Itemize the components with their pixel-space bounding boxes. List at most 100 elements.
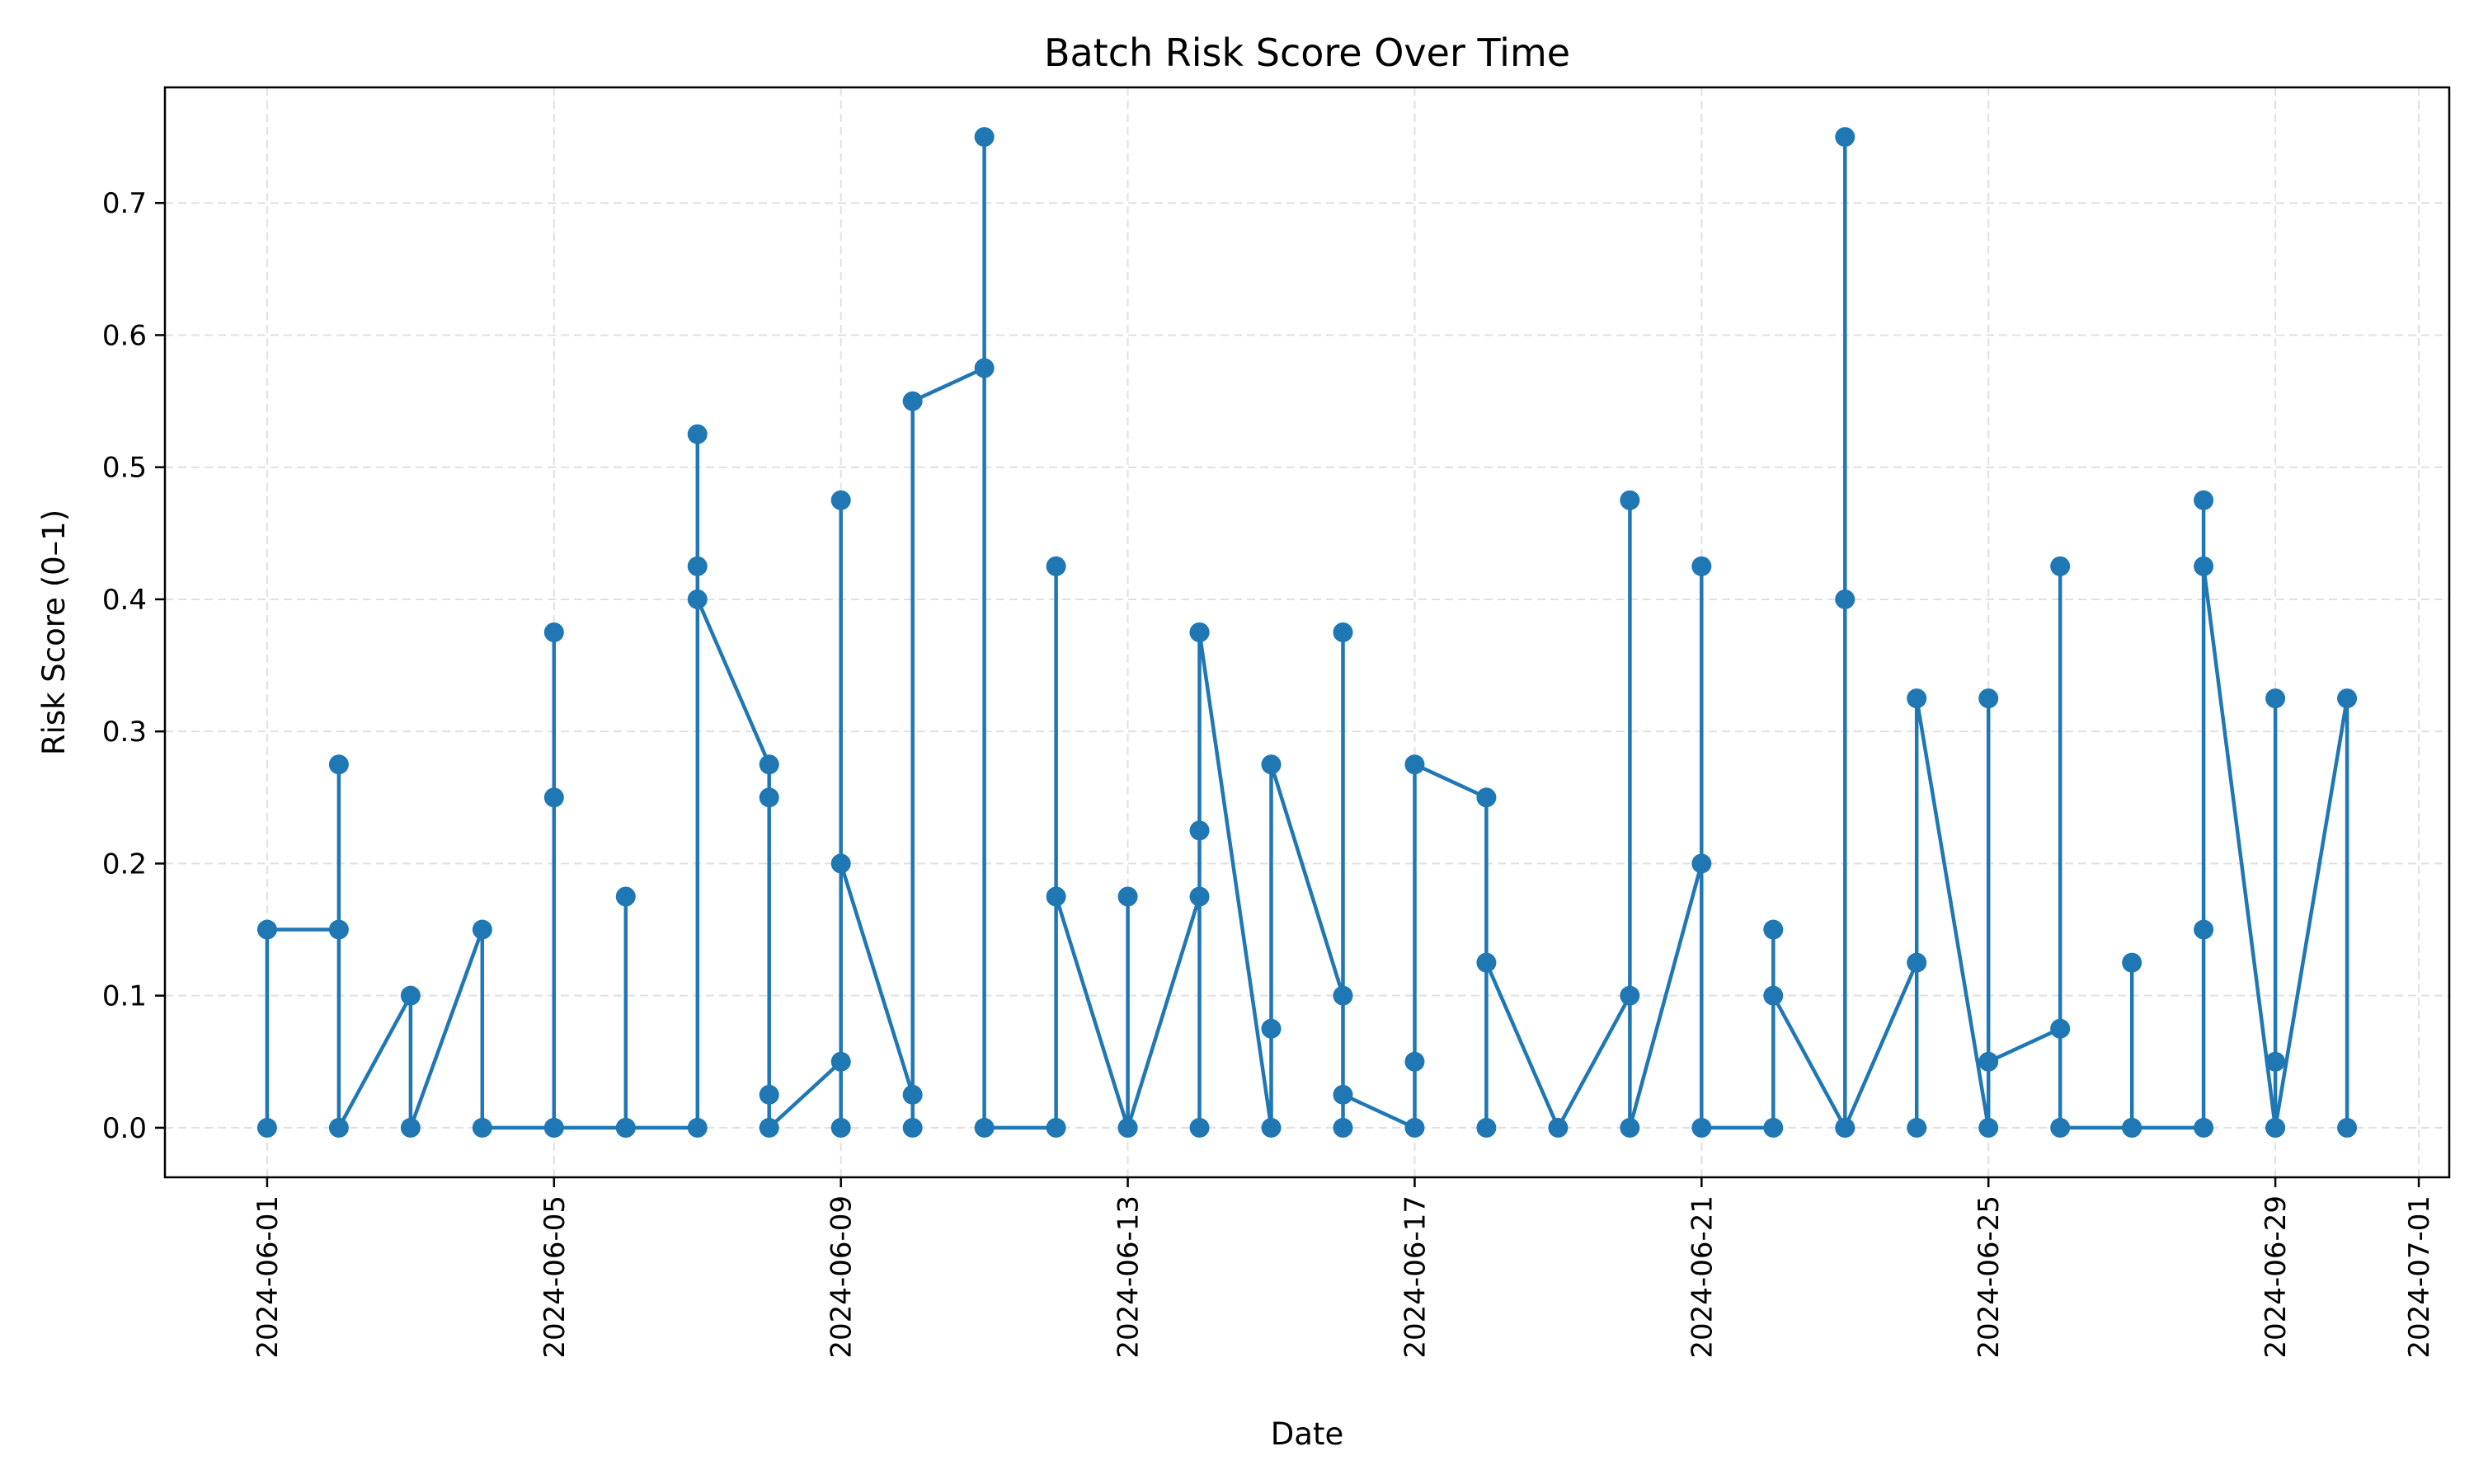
data-point bbox=[2194, 919, 2214, 940]
data-point bbox=[1189, 1117, 1210, 1138]
data-point bbox=[1189, 622, 1210, 642]
data-point bbox=[759, 754, 779, 775]
data-point bbox=[1117, 1117, 1138, 1138]
data-point bbox=[543, 622, 564, 642]
data-point bbox=[830, 490, 851, 510]
data-point bbox=[2337, 1117, 2358, 1138]
data-point bbox=[687, 1117, 708, 1138]
data-point bbox=[1189, 820, 1210, 841]
x-tick-label: 2024-06-09 bbox=[825, 1195, 858, 1359]
y-tick-label: 0.6 bbox=[102, 319, 147, 352]
data-point bbox=[759, 787, 779, 808]
data-point bbox=[1117, 886, 1138, 907]
data-point bbox=[2050, 1018, 2071, 1039]
data-point bbox=[1763, 1117, 1784, 1138]
data-point bbox=[1548, 1117, 1569, 1138]
series-risk-score bbox=[256, 127, 2358, 1138]
data-point bbox=[1907, 952, 1927, 973]
x-tick-label: 2024-06-21 bbox=[1686, 1195, 1719, 1359]
data-point bbox=[1691, 853, 1712, 874]
data-point bbox=[1046, 886, 1066, 907]
data-point bbox=[1978, 1117, 1999, 1138]
data-point bbox=[615, 886, 636, 907]
x-tick-label: 2024-06-05 bbox=[539, 1195, 571, 1359]
data-point bbox=[328, 919, 349, 940]
data-point bbox=[472, 919, 492, 940]
data-point bbox=[2194, 490, 2214, 510]
data-point bbox=[256, 919, 277, 940]
data-point bbox=[687, 589, 708, 609]
data-point bbox=[2122, 1117, 2142, 1138]
y-axis-ticks: 0.0 0.1 0.2 0.3 0.4 0.5 0.6 0.7 bbox=[102, 187, 165, 1145]
data-point bbox=[830, 1117, 851, 1138]
data-point bbox=[1189, 886, 1210, 907]
y-tick-label: 0.1 bbox=[102, 980, 147, 1013]
x-axis-label: Date bbox=[1271, 1416, 1343, 1452]
data-point bbox=[1333, 985, 1353, 1006]
data-point bbox=[1620, 490, 1640, 510]
x-tick-label: 2024-06-25 bbox=[1973, 1195, 2006, 1359]
data-point bbox=[830, 1051, 851, 1072]
data-point bbox=[1907, 1117, 1927, 1138]
data-point bbox=[1046, 1117, 1066, 1138]
data-point bbox=[974, 127, 995, 148]
data-point bbox=[974, 358, 995, 378]
data-point bbox=[759, 1117, 779, 1138]
data-point bbox=[1046, 556, 1066, 576]
data-point bbox=[2265, 688, 2286, 709]
data-point bbox=[1691, 556, 1712, 576]
x-tick-label: 2024-06-17 bbox=[1399, 1195, 1432, 1359]
data-point bbox=[1763, 919, 1784, 940]
y-tick-label: 0.5 bbox=[102, 452, 147, 485]
data-point bbox=[1404, 1117, 1425, 1138]
data-point bbox=[1404, 754, 1425, 775]
data-point bbox=[2194, 556, 2214, 576]
y-tick-label: 0.3 bbox=[102, 716, 147, 749]
data-point bbox=[1978, 1051, 1999, 1072]
data-point bbox=[1333, 622, 1353, 642]
data-point bbox=[472, 1117, 492, 1138]
data-point bbox=[1691, 1117, 1712, 1138]
data-point bbox=[2265, 1117, 2286, 1138]
data-point bbox=[1261, 754, 1282, 775]
data-point bbox=[1404, 1051, 1425, 1072]
data-point bbox=[1907, 688, 1927, 709]
data-point bbox=[974, 1117, 995, 1138]
data-point bbox=[1261, 1117, 1282, 1138]
data-point bbox=[2337, 688, 2358, 709]
data-point bbox=[543, 1117, 564, 1138]
data-point bbox=[1978, 688, 1999, 709]
data-point bbox=[1261, 1018, 1282, 1039]
data-point bbox=[1620, 985, 1640, 1006]
x-tick-label: 2024-06-13 bbox=[1112, 1195, 1145, 1359]
data-point bbox=[1333, 1117, 1353, 1138]
data-point bbox=[2265, 1051, 2286, 1072]
data-point bbox=[400, 985, 421, 1006]
data-point bbox=[1835, 127, 1856, 148]
plot-frame bbox=[163, 86, 2451, 1179]
series-line bbox=[265, 134, 2349, 1130]
data-point bbox=[830, 853, 851, 874]
data-point bbox=[687, 556, 708, 576]
data-point bbox=[328, 754, 349, 775]
chart-title: Batch Risk Score Over Time bbox=[1044, 31, 1570, 75]
data-point bbox=[2050, 1117, 2071, 1138]
data-point bbox=[2050, 556, 2071, 576]
x-axis-ticks: 2024-06-01 2024-06-05 2024-06-09 2024-06-13… bbox=[252, 1177, 2436, 1359]
data-point bbox=[2122, 952, 2142, 973]
data-point bbox=[1835, 589, 1856, 609]
data-point bbox=[400, 1117, 421, 1138]
y-axis-label: Risk Score (0–1) bbox=[36, 510, 72, 755]
data-point bbox=[256, 1117, 277, 1138]
data-point bbox=[1763, 985, 1784, 1006]
x-tick-label: 2024-06-01 bbox=[252, 1195, 285, 1359]
data-point bbox=[687, 424, 708, 444]
data-point bbox=[2194, 1117, 2214, 1138]
data-point bbox=[902, 391, 923, 411]
data-point bbox=[1476, 787, 1497, 808]
y-tick-label: 0.2 bbox=[102, 848, 147, 881]
x-tick-label: 2024-06-29 bbox=[2260, 1195, 2293, 1359]
data-point bbox=[1476, 952, 1497, 973]
